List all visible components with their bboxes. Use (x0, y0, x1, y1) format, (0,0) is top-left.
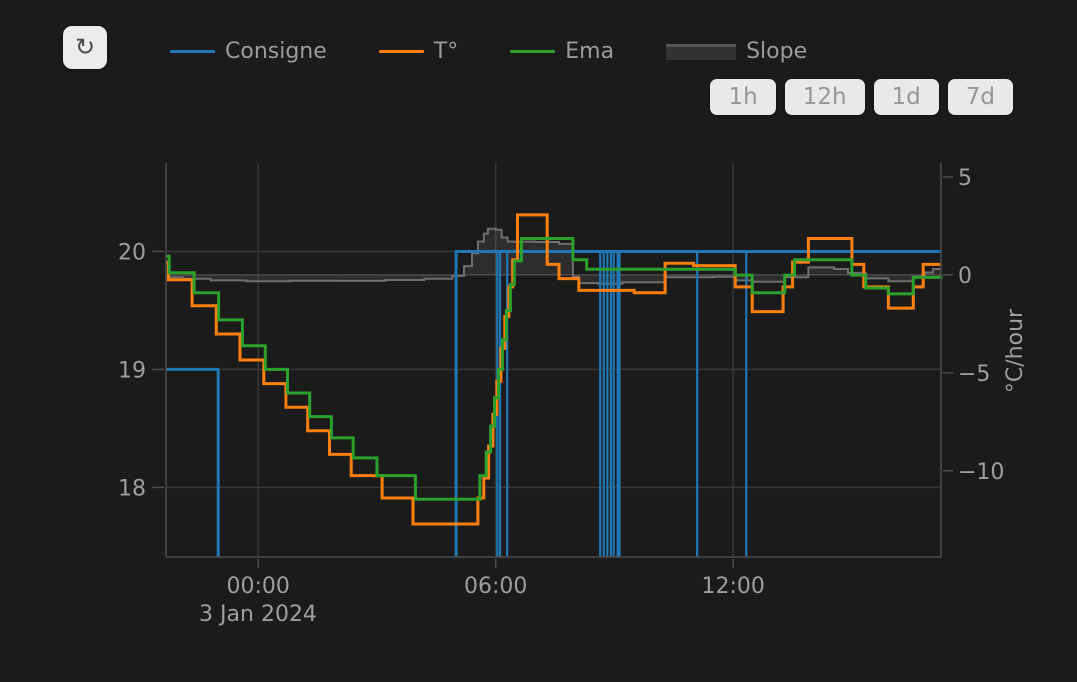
consigne-series-line (166, 250, 941, 557)
legend-label: T° (433, 39, 459, 64)
slope-tick-label: 0 (958, 264, 972, 289)
consigne-line-swatch (170, 50, 215, 53)
slope-tick-label: 5 (958, 166, 972, 191)
slope-tick-label: −5 (958, 362, 990, 387)
legend: Consigne T° Ema Slope (170, 39, 807, 64)
ema-series-line (166, 237, 943, 501)
temperature-series-line (166, 213, 941, 526)
range-button-1d[interactable]: 1d (873, 79, 939, 115)
slope-area-fill (166, 228, 941, 284)
legend-item-temperature[interactable]: T° (378, 39, 459, 64)
legend-item-slope[interactable]: Slope (666, 39, 807, 64)
legend-item-consigne[interactable]: Consigne (170, 39, 327, 64)
ema-line-swatch (510, 50, 556, 53)
slope-series-line (166, 227, 941, 285)
time-tick-label: 00:00 (227, 574, 290, 599)
refresh-icon: ↻ (74, 33, 96, 61)
legend-label: Slope (746, 39, 808, 64)
x-axis-date-label: 3 Jan 2024 (199, 602, 317, 627)
temp-tick-label: 20 (118, 240, 146, 265)
legend-label: Ema (565, 39, 615, 64)
range-button-12h[interactable]: 12h (784, 79, 865, 115)
temp-tick-label: 19 (118, 358, 146, 383)
slope-tick-label: −10 (958, 460, 1004, 485)
time-tick-label: 06:00 (464, 574, 527, 599)
slope-area-swatch (666, 43, 737, 60)
legend-label: Consigne (225, 39, 327, 64)
range-button-7d[interactable]: 7d (947, 79, 1013, 115)
temperature-line-swatch (378, 50, 424, 53)
refresh-button[interactable]: ↻ (63, 26, 107, 69)
range-selector: 1h 12h 1d 7d (710, 79, 1013, 115)
temp-tick-label: 18 (118, 476, 146, 501)
range-button-1h[interactable]: 1h (710, 79, 776, 115)
time-tick-label: 12:00 (701, 574, 764, 599)
slope-axis-title: °C/hour (1003, 308, 1028, 393)
legend-item-ema[interactable]: Ema (510, 39, 614, 64)
